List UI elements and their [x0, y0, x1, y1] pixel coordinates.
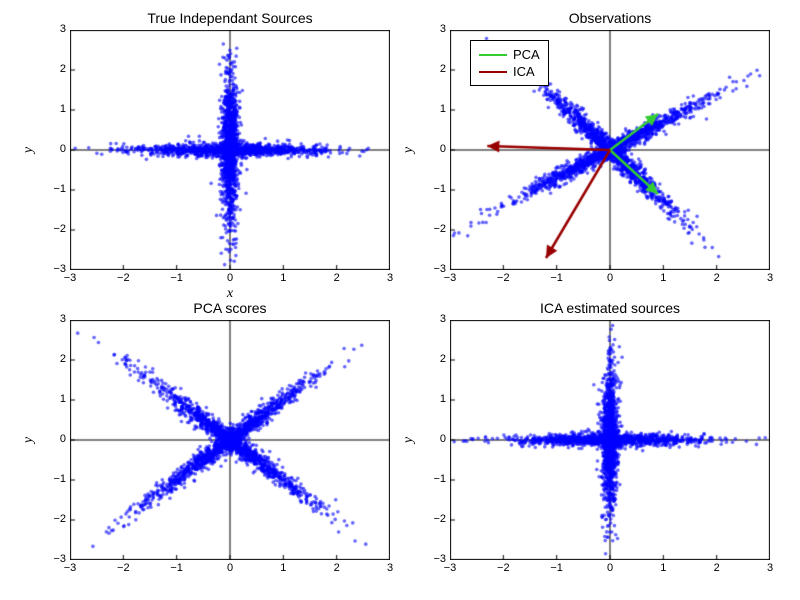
ytick-label: 3 — [422, 313, 446, 325]
xtick-label: 0 — [600, 272, 620, 284]
panel-pca_scores: PCA scores−3−2−10123−3−2−10123y — [70, 320, 390, 560]
legend-label: ICA — [513, 64, 535, 79]
ytick-label: 0 — [42, 433, 66, 445]
panel-ica_sources: ICA estimated sources−3−2−10123−3−2−1012… — [450, 320, 770, 560]
ytick-label: 2 — [42, 353, 66, 365]
ytick-label: −1 — [422, 473, 446, 485]
legend-swatch — [479, 71, 507, 73]
xtick-label: 2 — [327, 562, 347, 574]
legend-item: ICA — [479, 64, 540, 79]
ytick-label: −3 — [42, 263, 66, 275]
ytick-label: 1 — [42, 103, 66, 115]
xtick-label: 3 — [380, 272, 400, 284]
scatter-canvas — [70, 30, 390, 270]
xtick-label: −2 — [493, 562, 513, 574]
xtick-label: 1 — [273, 272, 293, 284]
panel-true_sources: True Independant Sources−3−2−10123−3−2−1… — [70, 30, 390, 270]
panel-title: True Independant Sources — [70, 10, 390, 26]
panel-title: ICA estimated sources — [450, 300, 770, 316]
ytick-label: −3 — [422, 263, 446, 275]
panel-title: Observations — [450, 10, 770, 26]
ytick-label: −1 — [42, 473, 66, 485]
legend-item: PCA — [479, 47, 540, 62]
ytick-label: −1 — [422, 183, 446, 195]
ytick-label: 0 — [422, 433, 446, 445]
xtick-label: −1 — [167, 562, 187, 574]
xtick-label: −1 — [547, 562, 567, 574]
scatter-canvas — [70, 320, 390, 560]
scatter-canvas — [450, 320, 770, 560]
xtick-label: 3 — [760, 272, 780, 284]
y-axis-label: y — [21, 437, 37, 443]
y-axis-label: y — [21, 147, 37, 153]
xtick-label: 0 — [220, 562, 240, 574]
panel-observations: Observations−3−2−10123−3−2−10123yPCAICA — [450, 30, 770, 270]
ytick-label: −2 — [422, 223, 446, 235]
xtick-label: −1 — [547, 272, 567, 284]
xtick-label: 3 — [760, 562, 780, 574]
y-axis-label: y — [401, 437, 417, 443]
xtick-label: 2 — [707, 562, 727, 574]
ytick-label: 2 — [42, 63, 66, 75]
legend-swatch — [479, 54, 507, 56]
xtick-label: −2 — [113, 562, 133, 574]
ytick-label: 1 — [422, 393, 446, 405]
ytick-label: 3 — [422, 23, 446, 35]
ytick-label: 2 — [422, 63, 446, 75]
xtick-label: 0 — [600, 562, 620, 574]
ytick-label: −2 — [42, 223, 66, 235]
ytick-label: −2 — [422, 513, 446, 525]
xtick-label: 1 — [653, 272, 673, 284]
xtick-label: −2 — [113, 272, 133, 284]
legend: PCA ICA — [470, 40, 549, 86]
panel-title: PCA scores — [70, 300, 390, 316]
ytick-label: 3 — [42, 313, 66, 325]
figure: True Independant Sources −3 −2 −1 0 1 2 3 −3 −2 −1… — [0, 0, 800, 600]
xtick-label: 0 — [220, 272, 240, 284]
xtick-label: −2 — [493, 272, 513, 284]
xtick-label: 2 — [327, 272, 347, 284]
y-axis-label: y — [401, 147, 417, 153]
ytick-label: 1 — [422, 103, 446, 115]
ytick-label: −2 — [42, 513, 66, 525]
ytick-label: 0 — [42, 143, 66, 155]
ytick-label: 0 — [422, 143, 446, 155]
ytick-label: 3 — [42, 23, 66, 35]
ytick-label: −3 — [42, 553, 66, 565]
xtick-label: 2 — [707, 272, 727, 284]
xtick-label: −1 — [167, 272, 187, 284]
ytick-label: 2 — [422, 353, 446, 365]
ytick-label: −3 — [422, 553, 446, 565]
xtick-label: 1 — [273, 562, 293, 574]
ytick-label: 1 — [42, 393, 66, 405]
legend-label: PCA — [513, 47, 540, 62]
xtick-label: 1 — [653, 562, 673, 574]
ytick-label: −1 — [42, 183, 66, 195]
xtick-label: 3 — [380, 562, 400, 574]
